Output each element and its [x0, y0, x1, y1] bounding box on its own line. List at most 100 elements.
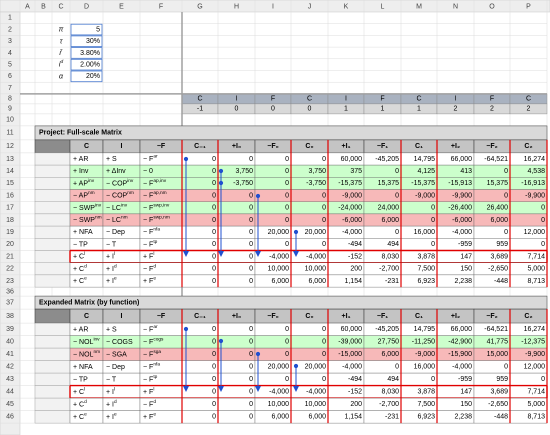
cell-value: -2,700	[379, 401, 399, 408]
cell-value: 0	[541, 376, 545, 383]
superscript: e	[114, 277, 117, 282]
cell-value: 959	[496, 241, 508, 248]
row-stub	[34, 360, 71, 374]
row-number: 18	[6, 217, 14, 224]
cell-value: 24,000	[378, 205, 400, 212]
column-letter: E	[119, 3, 124, 10]
input-cell	[70, 23, 103, 36]
cell-value: 10,000	[305, 401, 327, 408]
label-text: τ	[60, 38, 63, 45]
cell-value: -3,750	[233, 180, 253, 187]
superscript: inv	[95, 203, 102, 209]
cell-value: 6,000	[271, 414, 289, 421]
label: + Fe	[143, 277, 156, 285]
cell-value: -16,913	[521, 180, 545, 187]
row-number: 6	[8, 73, 12, 80]
cell-value: 3,878	[417, 389, 435, 396]
cell-value: 3,689	[490, 253, 508, 260]
superscript: e	[84, 277, 87, 282]
label-text: − F	[143, 351, 153, 358]
column-letter: O	[489, 3, 495, 10]
row-number: 42	[6, 364, 14, 371]
cell-value: 12,000	[524, 229, 546, 236]
input-cell	[70, 58, 103, 71]
label: − TP	[73, 241, 88, 248]
cell-value: -4,000	[269, 389, 289, 396]
column-heading: C₋₁	[194, 313, 206, 320]
cell-value: 3,878	[417, 253, 435, 260]
period-label: I	[455, 96, 457, 103]
superscript: nm	[93, 350, 100, 355]
cell-value: 10,000	[305, 266, 327, 273]
cell-value: 0	[322, 241, 326, 248]
label-text: + I	[106, 389, 114, 396]
cell-value: -959	[458, 241, 472, 248]
cell-value: -12,375	[521, 339, 545, 346]
cell-value: 66,000	[451, 326, 473, 333]
period-label: C	[526, 96, 531, 103]
cell-value: -152	[348, 253, 362, 260]
cell-value: 0	[285, 168, 289, 175]
label: − APnm	[73, 191, 95, 199]
row-number: 2	[8, 26, 12, 33]
row-number: 21	[6, 253, 14, 260]
column-letter: P	[526, 3, 531, 10]
cell-value: -9,000	[342, 192, 362, 199]
cell-value: 0	[541, 241, 545, 248]
row-number: 45	[6, 401, 14, 408]
label: + Fl	[143, 251, 154, 260]
cell-value: 0	[212, 414, 216, 421]
superscript: e	[84, 413, 87, 418]
row-number: 3	[8, 38, 12, 45]
label: + Fe	[143, 413, 156, 421]
cell-value: 0	[249, 389, 253, 396]
label-text: − F	[143, 401, 153, 408]
cell-value: 41,775	[487, 339, 509, 346]
cell-value: 0	[212, 168, 216, 175]
cell-value: 0	[504, 229, 508, 236]
label: + ΔInv	[106, 168, 126, 175]
cell-value: 16,274	[524, 326, 546, 333]
period-label: 1	[344, 106, 348, 113]
cell-value: -15,375	[411, 180, 435, 187]
label: − TP	[73, 376, 88, 383]
cell-value: 8,030	[381, 389, 399, 396]
row-stub	[34, 164, 71, 178]
column-heading: C	[84, 143, 89, 150]
superscript: nfa	[153, 227, 160, 233]
label-text: + NFA	[73, 229, 93, 236]
cell-value: -42,900	[448, 339, 472, 346]
label-text: − SWP	[73, 217, 95, 224]
label-text: − LC	[106, 217, 121, 224]
cell-value: 0	[285, 192, 289, 199]
input-value: 20%	[86, 73, 100, 80]
cell-value: -64,521	[484, 156, 508, 163]
cell-value: 0	[285, 326, 289, 333]
cell-value: 0	[285, 156, 289, 163]
cell-value: 147	[460, 389, 472, 396]
label: τ	[60, 38, 63, 45]
cell-value: 0	[322, 217, 326, 224]
label-text: + NFA	[73, 364, 93, 371]
label-text: + I	[106, 414, 114, 421]
row-number: 15	[6, 180, 14, 187]
column-letter: K	[344, 3, 349, 10]
row-number: 43	[6, 376, 14, 383]
cell-value: -6,000	[342, 217, 362, 224]
row-number: 9	[8, 106, 12, 113]
cell-value: 0	[285, 351, 289, 358]
cell-value: 0	[212, 180, 216, 187]
cell-value: 0	[212, 326, 216, 333]
superscript: d	[153, 399, 156, 405]
row-number: 36	[6, 288, 14, 295]
label-text: + I	[106, 266, 114, 273]
cell-value: 0	[249, 192, 253, 199]
input-cell	[70, 47, 103, 59]
cell-value: 7,500	[417, 401, 435, 408]
cell-value: 26,400	[487, 205, 509, 212]
column-heading: −F₀	[267, 143, 279, 150]
period-label: 2	[454, 106, 458, 113]
label: − Far	[143, 154, 158, 163]
row-number: 46	[6, 414, 14, 421]
cell-value: 0	[212, 205, 216, 212]
